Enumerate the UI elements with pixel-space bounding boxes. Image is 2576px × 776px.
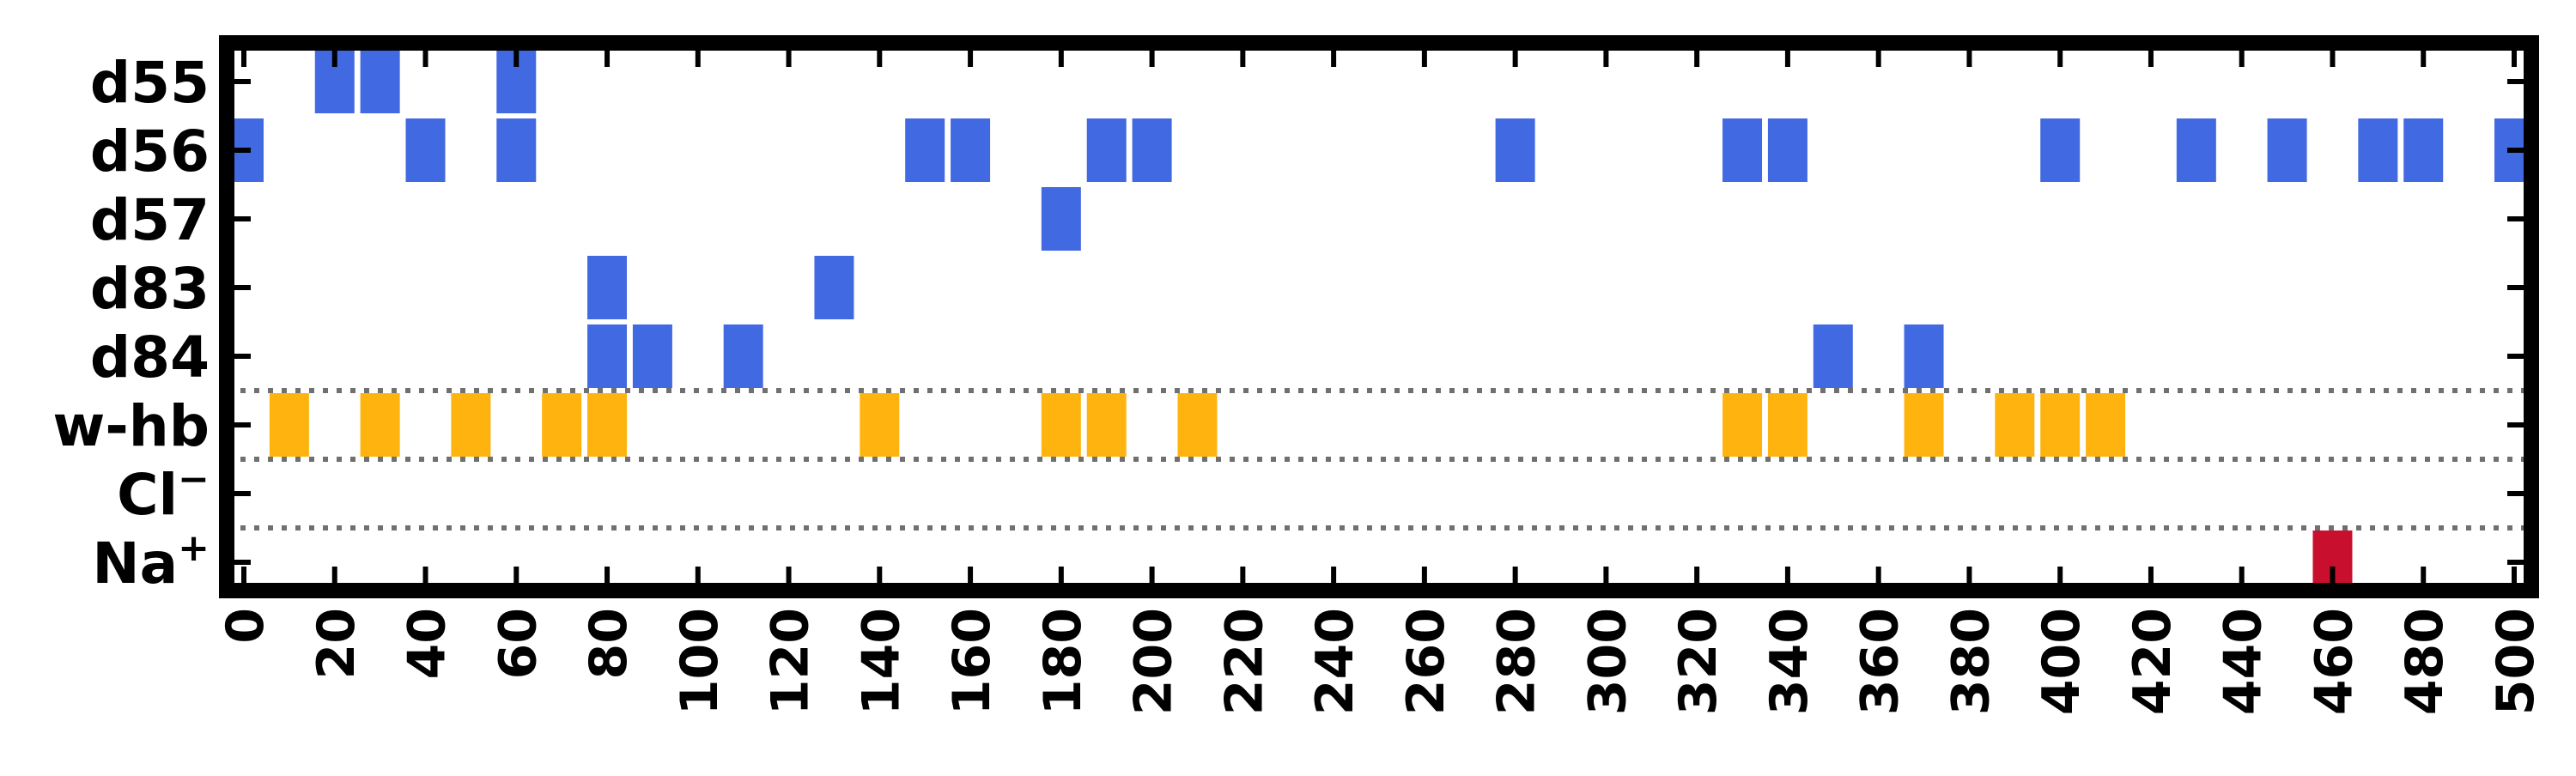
- x-label-460: 460: [2304, 608, 2364, 715]
- x-label-200: 200: [1124, 608, 1184, 715]
- x-label-420: 420: [2123, 608, 2183, 715]
- x-label-0: 0: [216, 608, 276, 644]
- x-label-220: 220: [1214, 608, 1274, 715]
- event-mark-d56-450: [2267, 118, 2307, 182]
- x-label-60: 60: [488, 608, 548, 680]
- event-mark-w-hb-410: [2086, 393, 2126, 457]
- x-label-340: 340: [1759, 608, 1820, 715]
- x-label-320: 320: [1668, 608, 1728, 715]
- y-label-d55: d55: [90, 50, 210, 116]
- event-mark-w-hb-330: [1722, 393, 1763, 457]
- x-label-380: 380: [1941, 608, 2001, 715]
- event-mark-w-hb-30: [360, 393, 400, 457]
- event-mark-w-hb-10: [269, 393, 309, 457]
- y-label-d57: d57: [90, 187, 210, 253]
- y-label-cl: Cl−: [117, 458, 210, 528]
- event-mark-d84-80: [587, 324, 628, 388]
- x-label-20: 20: [307, 608, 367, 680]
- x-label-480: 480: [2395, 608, 2455, 715]
- y-label-na: Na+: [92, 526, 210, 597]
- x-label-500: 500: [2486, 608, 2546, 715]
- y-label-d83: d83: [90, 256, 210, 322]
- event-mark-d56-40: [405, 118, 446, 182]
- y-label-w-hb: w-hb: [52, 393, 210, 459]
- x-label-100: 100: [670, 608, 730, 715]
- event-mark-w-hb-340: [1767, 393, 1807, 457]
- event-mark-d56-150: [905, 118, 945, 182]
- x-label-440: 440: [2214, 608, 2274, 715]
- event-mark-w-hb-80: [587, 393, 628, 457]
- x-axis-labels: 0 20 40 60 80 100 120 140 160 180 200 220 240 260 280 3…: [216, 608, 2546, 715]
- event-mark-d56-470: [2358, 118, 2398, 182]
- event-mark-d56-330: [1722, 118, 1763, 182]
- x-label-280: 280: [1487, 608, 1547, 715]
- x-label-80: 80: [579, 608, 639, 680]
- event-mark-d84-350: [1813, 324, 1853, 388]
- event-mark-w-hb-210: [1177, 393, 1218, 457]
- x-label-400: 400: [2032, 608, 2092, 715]
- x-label-240: 240: [1305, 608, 1365, 715]
- event-mark-w-hb-180: [1041, 393, 1081, 457]
- event-mark-d56-60: [496, 118, 537, 182]
- event-mark-d57-180: [1041, 187, 1081, 251]
- event-mark-d55-30: [360, 50, 400, 113]
- x-label-180: 180: [1033, 608, 1093, 715]
- y-label-d84: d84: [90, 324, 210, 391]
- event-mark-d56-340: [1767, 118, 1807, 182]
- plot-frame: [219, 35, 2539, 598]
- x-label-140: 140: [851, 608, 911, 715]
- event-mark-w-hb-50: [451, 393, 491, 457]
- event-mark-d56-480: [2403, 118, 2444, 182]
- x-label-160: 160: [942, 608, 1002, 715]
- x-label-260: 260: [1396, 608, 1456, 715]
- event-mark-w-hb-370: [1904, 393, 1944, 457]
- event-mark-w-hb-140: [860, 393, 900, 457]
- event-mark-d83-130: [814, 256, 854, 319]
- event-mark-w-hb-70: [542, 393, 582, 457]
- y-label-d56: d56: [90, 118, 210, 185]
- x-label-40: 40: [398, 608, 458, 680]
- event-mark-d56-400: [2040, 118, 2081, 182]
- axis-ticks: [227, 43, 2531, 591]
- event-mark-w-hb-390: [1995, 393, 2035, 457]
- event-mark-w-hb-400: [2040, 393, 2081, 457]
- event-mark-d56-280: [1495, 118, 1535, 182]
- data-marks: [224, 50, 2534, 594]
- event-mark-d84-110: [723, 324, 763, 388]
- x-label-300: 300: [1577, 608, 1637, 715]
- event-mark-d56-160: [951, 118, 991, 182]
- event-mark-d56-200: [1132, 118, 1172, 182]
- x-label-360: 360: [1850, 608, 1911, 715]
- event-mark-d84-90: [632, 324, 672, 388]
- event-mark-d84-370: [1904, 324, 1944, 388]
- x-label-120: 120: [761, 608, 821, 715]
- event-mark-w-hb-190: [1086, 393, 1127, 457]
- event-mark-d83-80: [587, 256, 628, 319]
- event-mark-d56-190: [1086, 118, 1127, 182]
- event-mark-d56-430: [2176, 118, 2216, 182]
